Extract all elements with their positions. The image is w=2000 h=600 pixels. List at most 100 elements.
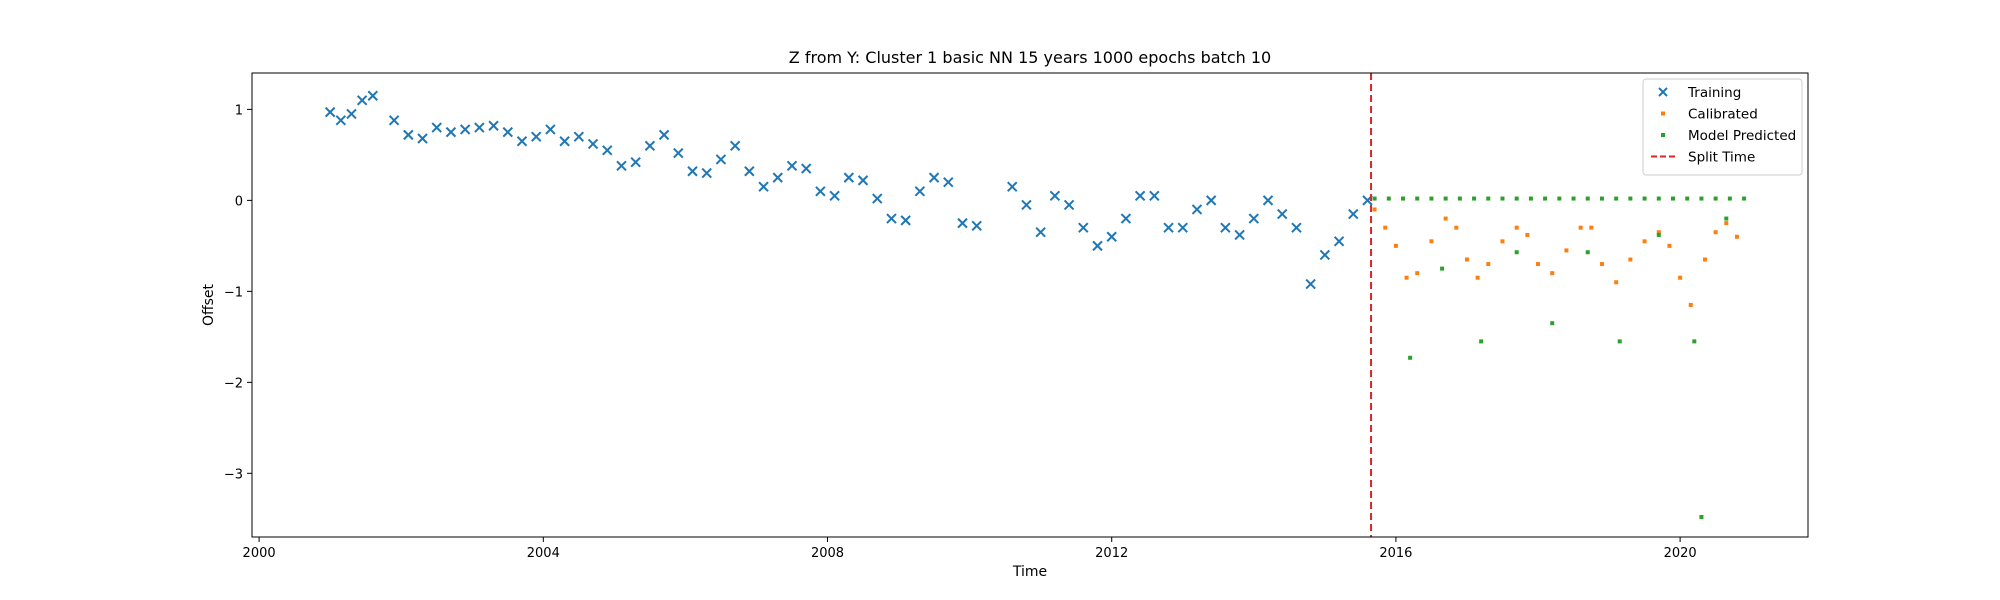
model-predicted-point xyxy=(1440,266,1445,271)
training-point xyxy=(1205,195,1217,206)
training-point xyxy=(573,131,585,142)
calibrated-point xyxy=(1724,221,1729,226)
training-point xyxy=(729,140,741,151)
training-point xyxy=(843,172,855,183)
training-point xyxy=(815,186,826,197)
training-point xyxy=(772,172,783,183)
training-point xyxy=(1092,240,1103,252)
training-point xyxy=(545,124,556,135)
y-tick-label: −2 xyxy=(224,376,243,391)
model-predicted-point xyxy=(1429,196,1434,201)
training-point xyxy=(587,138,599,150)
model-predicted-point xyxy=(1514,250,1519,255)
model-predicted-point xyxy=(1514,196,1519,201)
training-point xyxy=(1277,208,1288,220)
training-point xyxy=(335,115,347,126)
training-point xyxy=(900,215,911,226)
model-predicted-point xyxy=(1486,196,1491,201)
training-point xyxy=(516,136,528,147)
training-point xyxy=(1021,199,1032,211)
training-point xyxy=(1348,208,1359,220)
model-predicted-point xyxy=(1727,196,1732,201)
calibrated-point xyxy=(1415,271,1420,276)
training-point xyxy=(1220,222,1231,233)
calibrated-point xyxy=(1656,230,1661,235)
training-point xyxy=(1049,190,1061,202)
calibrated-point xyxy=(1628,257,1633,262)
training-point xyxy=(459,124,471,135)
calibrated-point xyxy=(1599,262,1604,267)
model-predicted-point xyxy=(1500,196,1505,201)
y-tick-label: −3 xyxy=(224,467,243,482)
training-point xyxy=(914,186,926,197)
training-point xyxy=(1120,213,1132,224)
model-predicted-point xyxy=(1457,196,1462,201)
model-predicted-point xyxy=(1656,196,1661,201)
training-point xyxy=(857,175,869,186)
x-axis-label: Time xyxy=(1012,564,1047,580)
training-point xyxy=(658,129,670,141)
model-predicted-point xyxy=(1401,196,1406,201)
training-point xyxy=(1007,181,1018,192)
calibrated-point xyxy=(1642,239,1647,244)
training-point xyxy=(715,154,727,165)
model-predicted-point xyxy=(1472,196,1477,201)
training-point xyxy=(356,95,368,106)
series-training xyxy=(324,90,1373,290)
model-predicted-point xyxy=(1742,196,1747,201)
data-marks xyxy=(324,90,1747,519)
model-predicted-point xyxy=(1599,196,1604,201)
calibrated-point xyxy=(1589,225,1594,230)
calibrated-point xyxy=(1514,225,1519,230)
model-predicted-point xyxy=(1585,196,1590,201)
training-point xyxy=(872,193,883,204)
training-point xyxy=(431,122,442,133)
training-point xyxy=(957,217,968,229)
training-point xyxy=(1262,195,1274,206)
calibrated-point xyxy=(1614,280,1619,285)
legend-label: Split Time xyxy=(1688,150,1755,166)
legend-label: Training xyxy=(1687,85,1741,101)
model-predicted-point xyxy=(1372,196,1377,201)
calibrated-point xyxy=(1464,257,1469,262)
calibrated-point xyxy=(1713,230,1718,235)
calibrated-point xyxy=(1578,225,1583,230)
x-tick-label: 2000 xyxy=(243,546,276,561)
training-point xyxy=(1248,213,1260,224)
calibrated-point xyxy=(1443,216,1448,221)
model-predicted-point xyxy=(1656,232,1661,237)
calibrated-point xyxy=(1383,225,1388,230)
training-point xyxy=(1078,222,1089,233)
y-tick-label: 0 xyxy=(235,194,243,209)
series-calibrated xyxy=(1372,207,1739,307)
legend: Training Calibrated Model Predicted Split T… xyxy=(1642,78,1803,176)
x-tick-label: 2008 xyxy=(811,546,844,561)
model-predicted-point xyxy=(1550,321,1555,326)
calibrated-point xyxy=(1486,262,1491,267)
training-point xyxy=(687,166,698,177)
training-point xyxy=(800,163,812,174)
calibrated-point xyxy=(1404,275,1409,280)
x-tick-label: 2004 xyxy=(527,546,560,561)
x-tick-label: 2012 xyxy=(1095,546,1128,561)
training-point xyxy=(829,190,840,202)
calibrated-point xyxy=(1702,257,1707,262)
model-predicted-point xyxy=(1443,196,1448,201)
calibrated-point xyxy=(1536,262,1541,267)
calibrated-point xyxy=(1429,239,1434,244)
model-predicted-point xyxy=(1617,339,1622,344)
legend-dot-marker xyxy=(1661,133,1665,137)
training-point xyxy=(644,140,656,151)
calibrated-point xyxy=(1525,232,1530,237)
training-point xyxy=(971,220,982,232)
calibrated-point xyxy=(1550,271,1555,276)
training-point xyxy=(1106,231,1117,242)
training-point xyxy=(943,176,954,188)
training-point xyxy=(744,166,755,177)
training-point xyxy=(673,147,684,159)
model-predicted-point xyxy=(1699,196,1704,201)
calibrated-point xyxy=(1734,234,1739,239)
model-predicted-point xyxy=(1408,355,1413,360)
training-point xyxy=(886,213,897,224)
